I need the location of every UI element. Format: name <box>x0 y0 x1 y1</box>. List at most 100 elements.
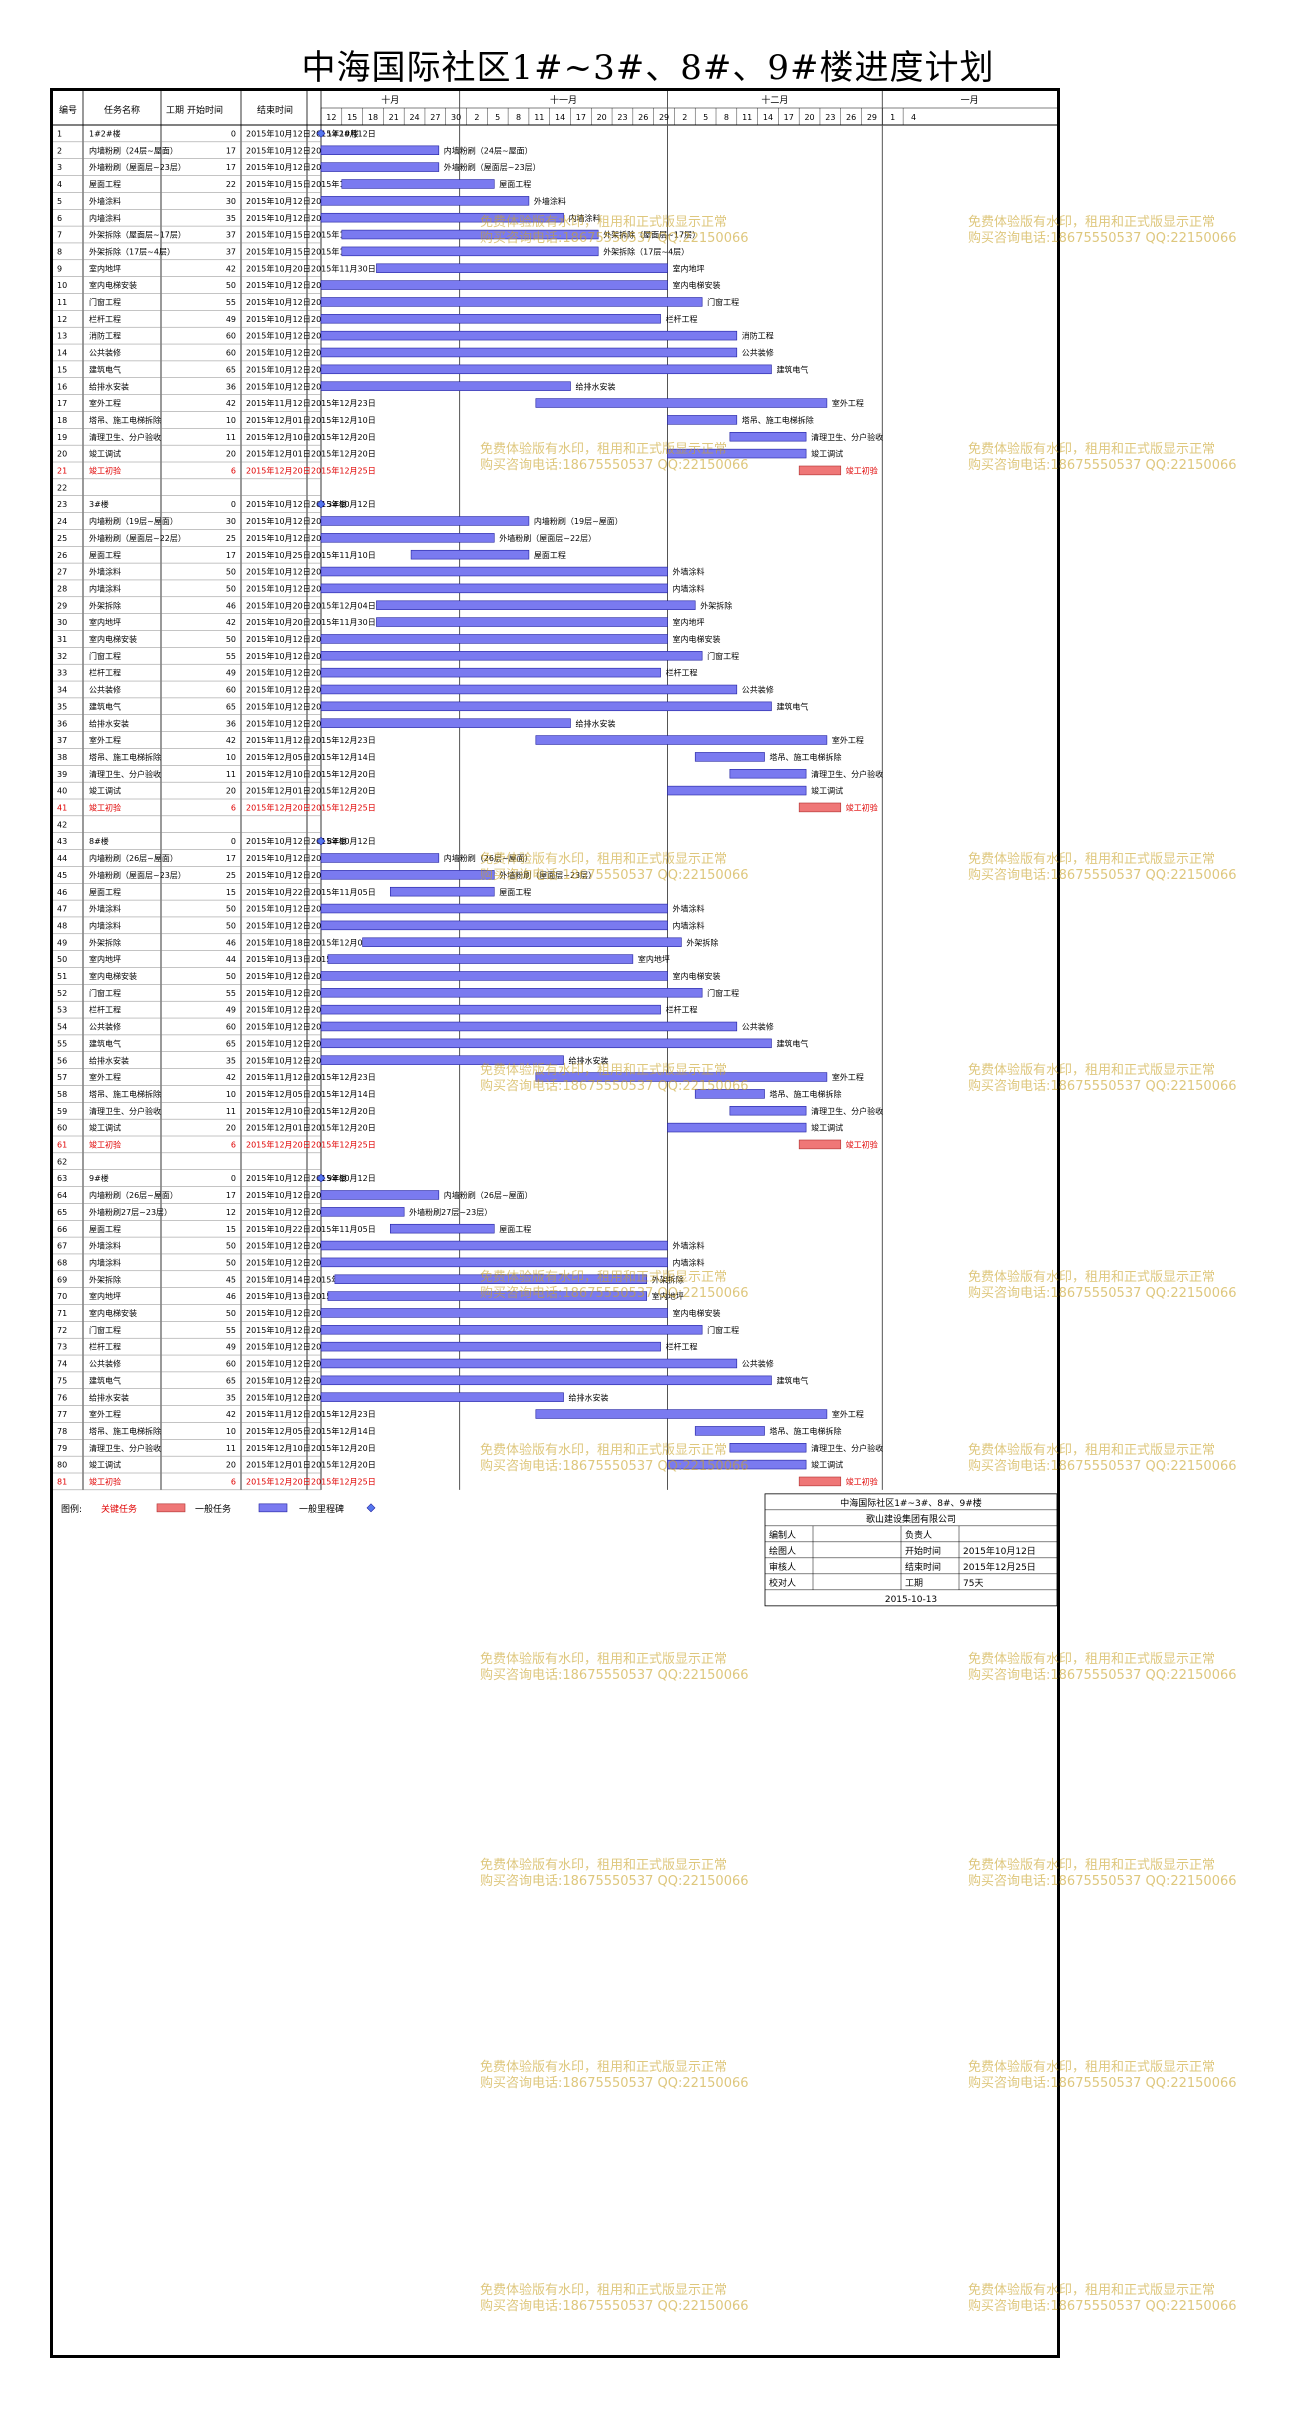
task-id: 67 <box>57 1242 67 1251</box>
task-duration: 46 <box>226 938 236 947</box>
bar-label: 清理卫生、分户验收 <box>811 769 883 779</box>
task-end: 2015年12月25日 <box>311 803 376 813</box>
task-id: 61 <box>57 1141 67 1150</box>
task-name: 公共装修 <box>89 348 121 358</box>
month-label-0: 十月 <box>381 94 399 106</box>
bar-label: 内墙粉刷（19层~屋面） <box>534 516 623 526</box>
title-block-cell: 编制人 <box>769 1529 796 1541</box>
task-start: 2015年10月12日 <box>246 718 311 728</box>
task-id: 50 <box>57 955 67 964</box>
task-bar <box>320 1055 564 1065</box>
task-id: 30 <box>57 618 67 627</box>
task-id: 79 <box>57 1444 67 1453</box>
bar-label: 塔吊、施工电梯拆除 <box>770 752 842 762</box>
task-name: 栏杆工程 <box>89 314 121 324</box>
legend-milestone-marker <box>366 1503 376 1513</box>
task-name: 室内地坪 <box>89 1291 121 1301</box>
bar-label: 室内地坪 <box>673 263 705 273</box>
task-name: 外架拆除 <box>89 600 121 610</box>
task-id: 5 <box>57 197 62 206</box>
task-name: 内墙粉刷（26层~屋面） <box>89 853 178 863</box>
task-bar <box>320 988 703 998</box>
task-name: 外墙涂料 <box>89 196 121 206</box>
task-id: 68 <box>57 1258 67 1267</box>
task-bar <box>320 566 668 577</box>
legend-normal-label: 一般任务 <box>195 1503 231 1515</box>
task-start: 2015年10月15日 <box>246 179 311 189</box>
task-id: 12 <box>57 315 67 324</box>
task-start: 2015年12月20日 <box>246 1477 311 1487</box>
task-duration: 15 <box>226 888 236 897</box>
task-id: 70 <box>57 1292 67 1301</box>
task-start: 2015年10月12日 <box>246 651 311 661</box>
task-start: 2015年10月12日 <box>246 1308 311 1318</box>
task-start: 2015年10月20日 <box>246 617 311 627</box>
task-duration: 50 <box>226 1309 236 1318</box>
task-id: 8 <box>57 247 62 256</box>
task-bar <box>729 1443 807 1453</box>
bar-label: 内墙粉刷（26层~屋面） <box>444 1190 533 1200</box>
task-start: 2015年10月12日 <box>246 499 311 509</box>
task-bar <box>320 1021 738 1032</box>
task-bar <box>320 903 668 914</box>
task-id: 41 <box>57 804 67 813</box>
task-name: 栏杆工程 <box>89 668 121 678</box>
task-bar <box>729 1105 807 1116</box>
task-duration: 42 <box>226 264 236 273</box>
task-start: 2015年10月12日 <box>246 701 311 711</box>
task-start: 2015年10月20日 <box>246 600 311 610</box>
task-start: 2015年10月12日 <box>246 583 311 593</box>
task-start: 2015年10月12日 <box>246 904 311 914</box>
task-id: 2 <box>57 146 62 155</box>
day-tick-label: 17 <box>784 113 794 122</box>
bar-label: 屋面工程 <box>534 551 566 560</box>
bar-label: 内墙粉刷（26层~屋面） <box>444 853 533 863</box>
task-duration: 50 <box>226 1258 236 1267</box>
task-bar <box>320 651 703 661</box>
task-name: 栏杆工程 <box>89 1005 121 1015</box>
task-id: 47 <box>57 905 67 914</box>
task-bar <box>320 870 495 880</box>
task-bar <box>320 1038 772 1049</box>
task-end: 2015年10月12日 <box>311 499 376 509</box>
task-bar <box>320 1004 661 1015</box>
task-id: 13 <box>57 332 67 341</box>
task-id: 45 <box>57 871 67 880</box>
task-bar <box>694 1426 765 1436</box>
bar-label: 清理卫生、分户验收 <box>811 1106 883 1116</box>
day-tick-label: 29 <box>659 113 669 122</box>
task-name: 内墙粉刷（24层~屋面） <box>89 145 178 155</box>
task-bar <box>320 1392 564 1402</box>
task-id: 16 <box>57 382 67 391</box>
bar-label: 外墙粉刷27层~23层） <box>409 1207 492 1217</box>
bar-label: 室内电梯安装 <box>673 1308 721 1318</box>
day-tick-label: 23 <box>825 113 835 122</box>
day-tick-label: 15 <box>347 113 357 122</box>
task-bar <box>320 145 440 155</box>
task-duration: 0 <box>231 1174 236 1183</box>
task-id: 7 <box>57 231 62 240</box>
task-id: 34 <box>57 686 67 695</box>
task-bar <box>535 1409 828 1419</box>
task-start: 2015年10月12日 <box>246 348 311 358</box>
bar-label: 外墙涂料 <box>673 1241 705 1251</box>
task-end: 2015年11月05日 <box>311 1224 376 1234</box>
task-id: 66 <box>57 1225 67 1234</box>
task-start: 2015年10月12日 <box>246 162 311 172</box>
task-bar <box>320 196 530 206</box>
bar-label: 栏杆工程 <box>666 314 698 324</box>
task-bar <box>320 280 668 290</box>
task-start: 2015年12月05日 <box>246 752 311 762</box>
task-name: 室外工程 <box>89 1409 121 1419</box>
task-id: 39 <box>57 770 67 779</box>
task-end: 2015年12月20日 <box>311 432 376 442</box>
task-id: 77 <box>57 1410 67 1419</box>
bar-label: 建筑电气 <box>776 701 808 711</box>
milestone-marker <box>316 129 326 138</box>
task-id: 25 <box>57 534 67 543</box>
task-start: 2015年10月18日 <box>246 937 311 947</box>
gantt-sheet: 编号 任务名称 工期 开始时间 结束时间 十月 十一月 十二月 一月 12 15 18 21 24 27 30… <box>50 88 1060 2358</box>
milestone-marker <box>316 1173 326 1183</box>
bar-label: 室内电梯安装 <box>673 634 721 644</box>
task-bar <box>667 448 807 459</box>
